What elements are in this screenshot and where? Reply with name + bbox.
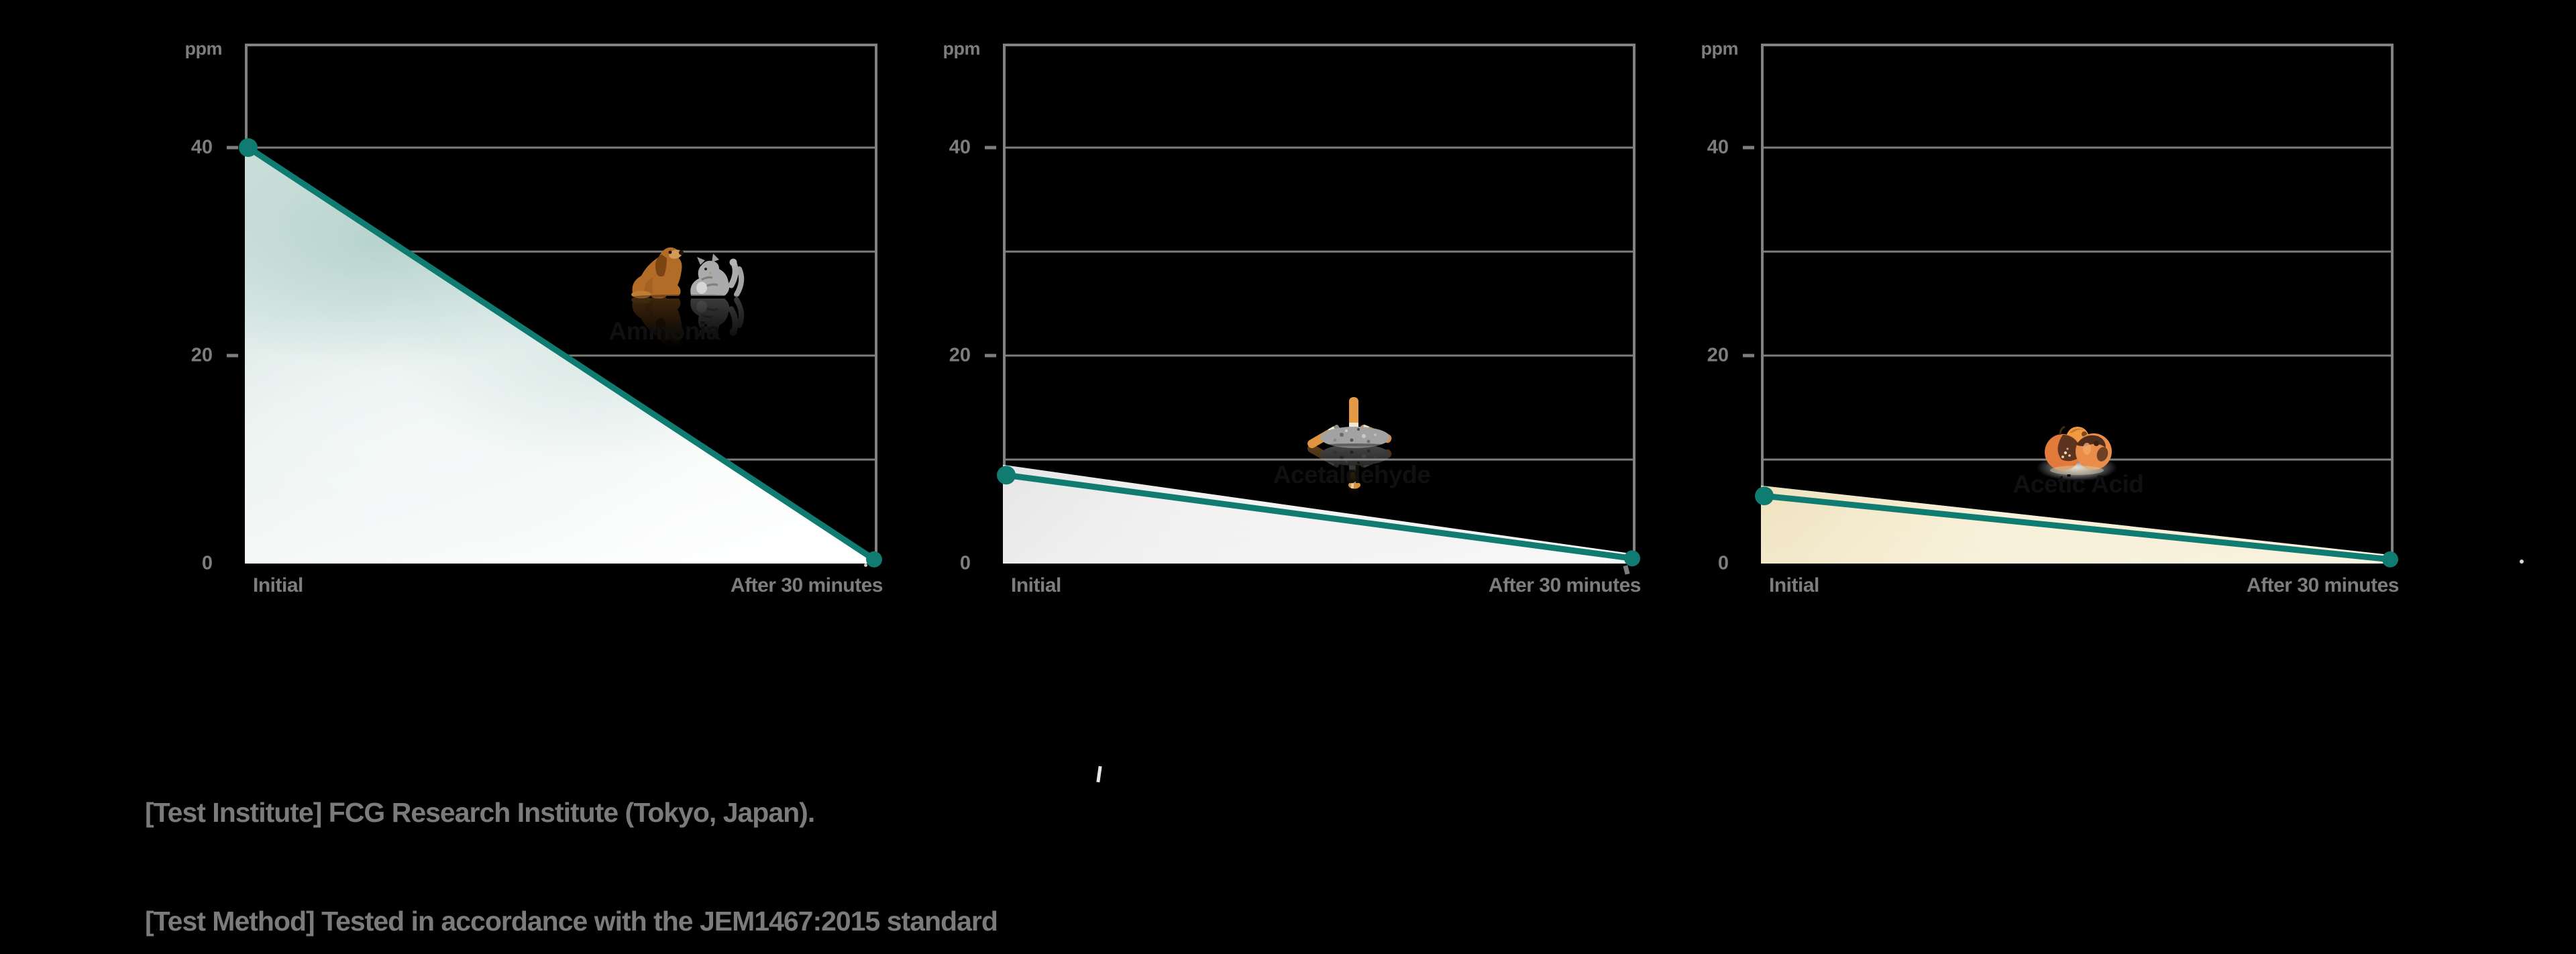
y-tick-40: 40 <box>191 136 213 158</box>
y-tick-mark <box>985 146 996 150</box>
x-label-initial: Initial <box>1011 574 1061 596</box>
y-axis-unit: ppm <box>943 38 981 59</box>
plot-area: Acetaldehyde <box>997 44 1640 567</box>
artifact-speck <box>1623 565 1630 575</box>
gas-label: Ammonia <box>608 317 720 345</box>
gridline <box>1003 354 1635 357</box>
x-label-after30: After 30 minutes <box>1488 574 1642 596</box>
gas-label: Acetic Acid <box>2012 470 2144 498</box>
chart-acetic-acid: ppm 40 20 0 <box>1701 39 2400 597</box>
gridline <box>1761 146 2394 149</box>
trend-line-svg <box>239 138 882 568</box>
test-notes: [Test Institute] FCG Research Institute … <box>145 722 1222 954</box>
gridline <box>1761 354 2394 357</box>
y-tick-20: 20 <box>1707 344 1729 366</box>
y-tick-0: 0 <box>1717 552 1729 574</box>
y-axis-unit: ppm <box>184 38 223 59</box>
y-tick-20: 20 <box>191 344 213 366</box>
y-tick-0: 0 <box>201 552 213 574</box>
y-tick-mark <box>227 146 238 150</box>
gas-label: Acetaldehyde <box>1273 461 1431 488</box>
x-label-initial: Initial <box>253 574 303 596</box>
y-tick-mark <box>985 354 996 358</box>
y-tick-mark <box>227 354 238 358</box>
cigarette-butts-image <box>1305 396 1405 500</box>
x-label-after30: After 30 minutes <box>730 574 883 596</box>
y-tick-mark <box>1743 146 1754 150</box>
gridline <box>1761 250 2394 253</box>
test-institute-line: [Test Institute] FCG Research Institute … <box>145 797 815 828</box>
trend-line-svg <box>1755 486 2398 568</box>
test-method-line: [Test Method] Tested in accordance with … <box>145 906 998 937</box>
gridline <box>1003 146 1635 149</box>
y-tick-40: 40 <box>1707 136 1729 158</box>
y-tick-0: 0 <box>959 552 971 574</box>
y-tick-20: 20 <box>949 344 971 366</box>
rotten-fruit-image <box>2035 414 2122 484</box>
gridline <box>245 146 877 149</box>
plot-area: Acetic Acid <box>1755 44 2398 568</box>
x-label-after30: After 30 minutes <box>2246 574 2400 596</box>
artifact-speck <box>864 564 867 567</box>
dog-and-cat-image <box>624 238 751 356</box>
y-axis-unit: ppm <box>1701 38 1739 59</box>
gridline <box>1003 458 1635 461</box>
plot-area: Ammonia <box>239 44 882 568</box>
gridline <box>1003 250 1635 253</box>
y-tick-mark <box>1743 354 1754 358</box>
artifact-speck <box>2520 560 2524 564</box>
chart-ammonia: ppm 40 20 0 <box>185 39 883 597</box>
trend-line-svg <box>997 466 1640 567</box>
chart-acetaldehyde: ppm 40 20 0 <box>943 39 1642 597</box>
y-tick-40: 40 <box>949 136 971 158</box>
x-label-initial: Initial <box>1769 574 1819 596</box>
gridline <box>245 250 877 253</box>
